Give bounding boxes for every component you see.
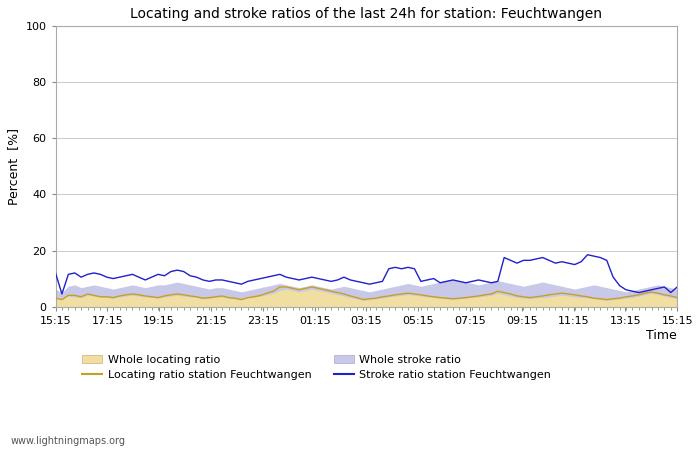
Text: Time: Time	[647, 329, 677, 342]
Legend: Whole locating ratio, Locating ratio station Feuchtwangen, Whole stroke ratio, S: Whole locating ratio, Locating ratio sta…	[82, 355, 551, 379]
Title: Locating and stroke ratios of the last 24h for station: Feuchtwangen: Locating and stroke ratios of the last 2…	[130, 7, 603, 21]
Y-axis label: Percent  [%]: Percent [%]	[7, 128, 20, 205]
Text: www.lightningmaps.org: www.lightningmaps.org	[10, 436, 125, 446]
